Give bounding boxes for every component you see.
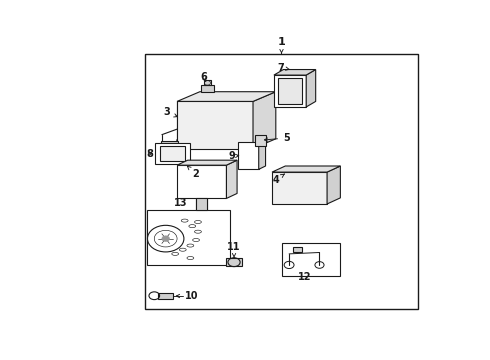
Bar <box>145 54 418 309</box>
Polygon shape <box>177 92 276 102</box>
Bar <box>177 165 226 198</box>
Polygon shape <box>274 69 316 75</box>
Text: 1: 1 <box>278 36 285 46</box>
Bar <box>200 85 214 92</box>
Bar <box>255 135 267 146</box>
Circle shape <box>162 236 170 242</box>
Text: 9: 9 <box>228 151 239 161</box>
Bar <box>155 143 190 164</box>
Polygon shape <box>272 166 341 172</box>
Polygon shape <box>306 69 316 107</box>
Bar <box>160 146 185 161</box>
Bar <box>158 293 172 299</box>
Polygon shape <box>226 160 237 198</box>
Text: 5: 5 <box>265 133 290 143</box>
Polygon shape <box>253 92 276 149</box>
Text: 10: 10 <box>185 291 198 301</box>
Bar <box>161 141 178 146</box>
Polygon shape <box>259 138 266 169</box>
Bar <box>177 102 253 149</box>
Bar <box>274 75 306 107</box>
Text: 6: 6 <box>200 72 207 82</box>
Text: 3: 3 <box>164 108 177 117</box>
Bar <box>196 198 207 210</box>
Text: 8: 8 <box>147 149 153 159</box>
Bar <box>204 80 211 85</box>
Bar <box>238 141 259 169</box>
Text: 4: 4 <box>272 174 284 185</box>
Text: 2: 2 <box>188 166 199 179</box>
Text: 13: 13 <box>174 198 188 208</box>
Text: 7: 7 <box>277 63 290 73</box>
Polygon shape <box>177 160 237 165</box>
Text: 11: 11 <box>227 242 241 257</box>
Bar <box>278 78 302 104</box>
Text: 12: 12 <box>297 272 311 282</box>
Bar <box>147 210 230 265</box>
Polygon shape <box>327 166 341 204</box>
Bar <box>226 258 242 266</box>
Bar <box>293 247 302 252</box>
Bar <box>272 172 327 204</box>
Bar <box>281 243 341 276</box>
